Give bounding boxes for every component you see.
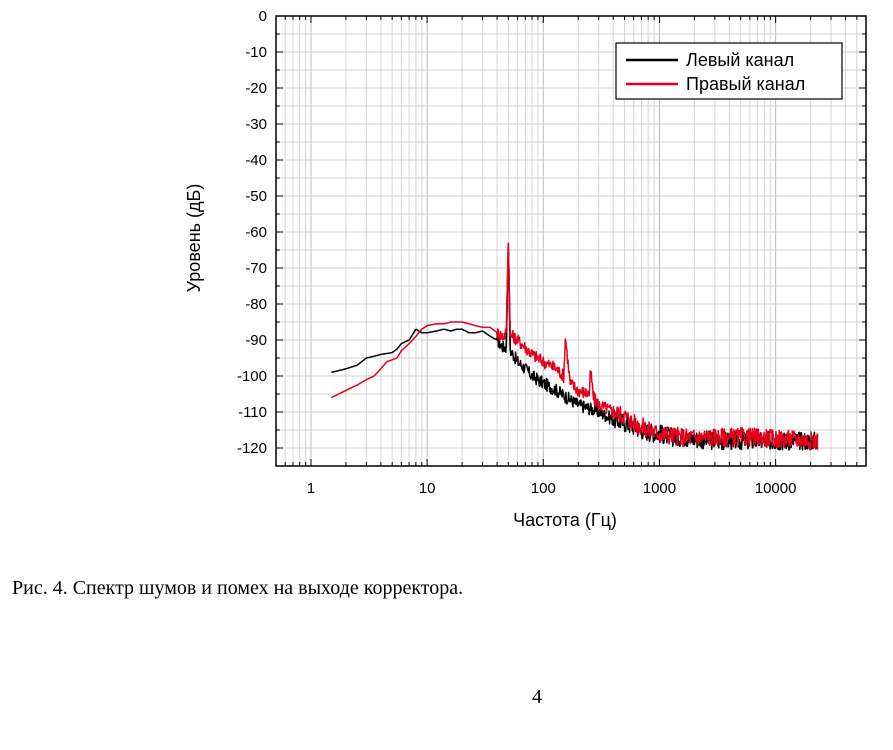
x-tick-label: 1000: [643, 480, 676, 497]
plot-frame: [275, 15, 867, 467]
x-tick-label: 10: [419, 480, 436, 497]
legend-label-left-channel: Левый канал: [686, 50, 794, 70]
series-line-0: [331, 253, 819, 451]
spectrum-chart: 1 10 100 1000 10000 0 -10 -20 -30 -40 -50 -60 -70 -80…: [184, 8, 867, 530]
series-line-1: [331, 255, 819, 451]
x-axis-title: Частота (Гц): [513, 510, 617, 530]
axis-ticks: [276, 15, 866, 467]
y-tick-label: -30: [245, 116, 267, 133]
y-tick-label: -60: [245, 224, 267, 241]
y-tick-label: -80: [245, 296, 267, 313]
y-axis-title: Уровень (дБ): [184, 184, 204, 293]
y-tick-label: -70: [245, 260, 267, 277]
series-layer: [331, 242, 819, 451]
x-tick-label: 1: [307, 480, 315, 497]
y-tick-label: -50: [245, 188, 267, 205]
grid: [276, 15, 866, 467]
x-tick-label: 100: [531, 480, 556, 497]
tick-labels: 1 10 100 1000 10000 0 -10 -20 -30 -40 -50 -60 -70 -80…: [237, 8, 797, 497]
series-peak-1: [505, 242, 512, 337]
y-tick-label: -10: [245, 44, 267, 61]
y-tick-label: -120: [237, 440, 267, 457]
figure-caption: Рис. 4. Спектр шумов и помех на выходе к…: [12, 577, 464, 599]
x-tick-label: 10000: [755, 480, 797, 497]
legend-box: [615, 42, 843, 100]
page-number: 4: [532, 686, 542, 708]
y-tick-label: 0: [259, 8, 267, 25]
y-tick-label: -90: [245, 332, 267, 349]
legend: Левый канал Правый канал: [615, 42, 843, 100]
legend-label-right-channel: Правый канал: [686, 74, 805, 94]
y-tick-label: -100: [237, 368, 267, 385]
y-tick-label: -20: [245, 80, 267, 97]
y-tick-label: -110: [238, 404, 267, 421]
y-tick-label: -40: [245, 152, 267, 169]
